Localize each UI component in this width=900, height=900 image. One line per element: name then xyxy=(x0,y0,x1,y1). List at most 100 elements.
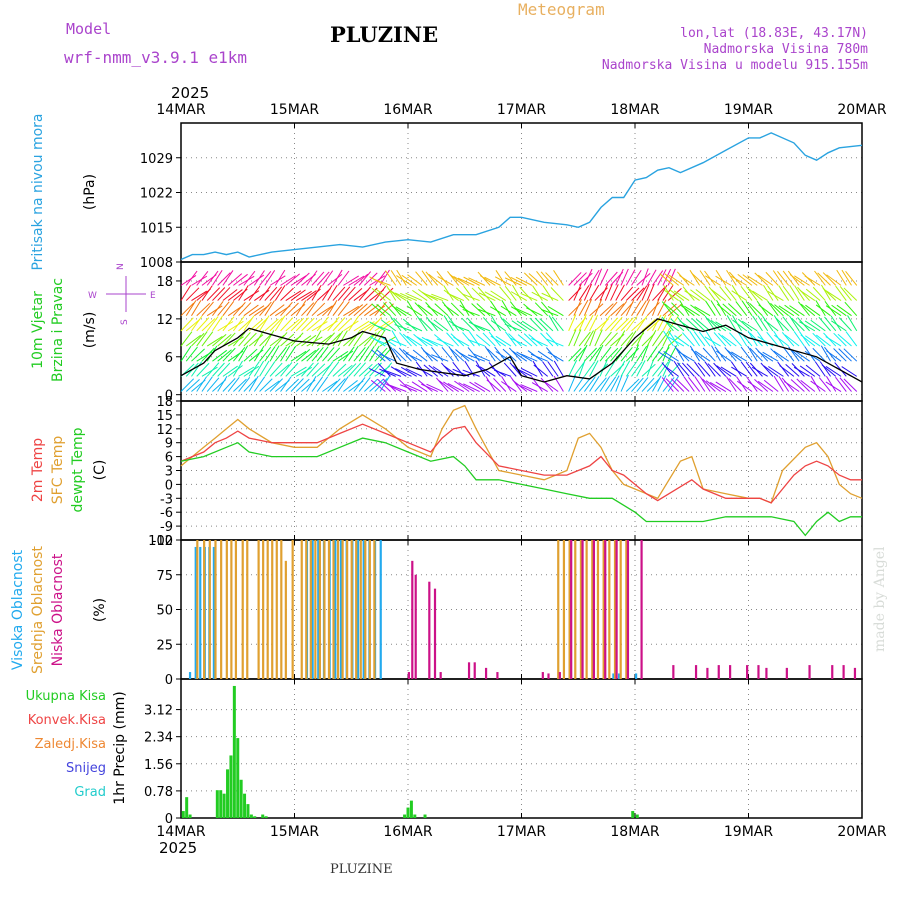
wind-barb xyxy=(489,306,507,317)
wind-barb xyxy=(495,270,507,286)
wind-barb xyxy=(243,304,259,317)
wind-barb xyxy=(583,299,593,316)
wind-barb xyxy=(185,318,201,332)
wind-barb xyxy=(343,363,357,377)
year-label-bottom: 2025 xyxy=(159,839,197,857)
precip-total-bar xyxy=(229,755,233,818)
wind-barb xyxy=(667,362,681,377)
wind-barb xyxy=(573,299,582,316)
wind-barb xyxy=(363,345,375,362)
wind-barb xyxy=(206,287,221,301)
cloud-low-bar xyxy=(757,665,760,679)
wind-barb xyxy=(301,362,314,377)
wind-barb xyxy=(180,317,194,332)
wind-barb xyxy=(185,334,201,347)
wind-barb xyxy=(353,362,366,377)
wind-barb xyxy=(381,319,397,332)
wind-barb xyxy=(740,346,753,362)
wind-barb xyxy=(495,335,512,347)
wind-barb xyxy=(413,333,428,347)
wind-barb xyxy=(547,361,559,377)
wind-barb xyxy=(191,290,208,301)
wind-barb xyxy=(836,304,852,317)
precip-total-bar xyxy=(264,816,268,818)
cloud-mid-bar xyxy=(574,540,577,679)
wind-barb xyxy=(421,383,438,392)
wind-barb xyxy=(543,380,559,392)
cloud-mid-bar xyxy=(359,540,362,679)
cloud-mid-bar xyxy=(314,540,317,679)
wind-barb xyxy=(671,302,685,317)
wind-barb xyxy=(599,268,609,286)
wind-barb xyxy=(843,348,858,362)
station-title: PLUZINE xyxy=(330,22,439,47)
wind-barb xyxy=(499,286,512,301)
wind-barb xyxy=(441,301,454,317)
wind-barb xyxy=(731,290,748,301)
cloud-mid-bar xyxy=(327,540,331,679)
wind-barb xyxy=(379,287,394,301)
y-tick-label: -9 xyxy=(160,520,173,535)
cloud-mid-bar xyxy=(220,540,223,679)
wind-barb xyxy=(646,378,661,392)
cloud-mid-bar xyxy=(234,540,238,679)
cloud-mid-bar xyxy=(208,540,211,679)
wind-barb xyxy=(390,290,407,301)
wind-barb xyxy=(754,378,769,392)
wind-barb xyxy=(781,331,795,347)
wind-barb xyxy=(191,348,205,362)
wind-barb xyxy=(599,284,609,301)
wind-barb xyxy=(212,269,223,286)
wind-barb xyxy=(180,378,195,392)
wind-barb xyxy=(398,347,412,362)
wind-barb xyxy=(371,303,386,317)
cloud-mid-bar xyxy=(318,540,321,679)
wind-barb xyxy=(578,285,590,301)
wind-barb xyxy=(421,336,438,347)
cloud-low-bar xyxy=(808,665,811,679)
wind-barb xyxy=(520,367,538,377)
wind-barb xyxy=(322,285,333,301)
wind-barb xyxy=(652,270,664,286)
wind-barb xyxy=(798,331,811,347)
cloud-low-bar xyxy=(428,581,431,679)
wind-barb xyxy=(264,300,275,316)
y-tick-label: 0 xyxy=(165,389,173,404)
wind-barb xyxy=(348,275,365,286)
wind-barb xyxy=(337,376,349,392)
wind-barb xyxy=(489,300,501,316)
wind-barb xyxy=(348,362,362,377)
wind-barb xyxy=(201,285,213,301)
wind-barb xyxy=(818,316,831,332)
wind-barb xyxy=(253,270,265,286)
wind-barb xyxy=(274,269,286,286)
wind-barb xyxy=(797,301,811,317)
wind-barb xyxy=(681,362,695,377)
wind-barb xyxy=(401,274,418,286)
wind-barb xyxy=(243,332,257,347)
wind-barb xyxy=(417,304,433,317)
wind-barb xyxy=(583,268,593,286)
wind-barb xyxy=(400,366,417,377)
wind-barb xyxy=(805,335,821,347)
wind-barb xyxy=(217,362,231,377)
wind-barb xyxy=(455,349,470,362)
cloud-mid-bar xyxy=(241,540,244,679)
date-label-top: 19MAR xyxy=(724,102,773,118)
wind-barb xyxy=(373,278,391,286)
wind-barb xyxy=(804,346,816,362)
wind-barb xyxy=(363,287,378,301)
wind-barb xyxy=(843,378,858,392)
wind-barb xyxy=(374,320,391,332)
wind-barb xyxy=(625,316,638,332)
wind-barb xyxy=(482,317,496,332)
wind-barb xyxy=(478,292,496,301)
altitude-text: Nadmorska Visina 780m xyxy=(703,42,868,57)
wind-barb xyxy=(516,320,533,332)
wind-barb xyxy=(486,379,501,392)
wind-barb xyxy=(358,377,371,392)
wind-barb xyxy=(741,320,758,332)
wind-barb xyxy=(405,352,423,362)
wind-barb xyxy=(707,318,721,332)
wind-barb xyxy=(705,330,716,347)
